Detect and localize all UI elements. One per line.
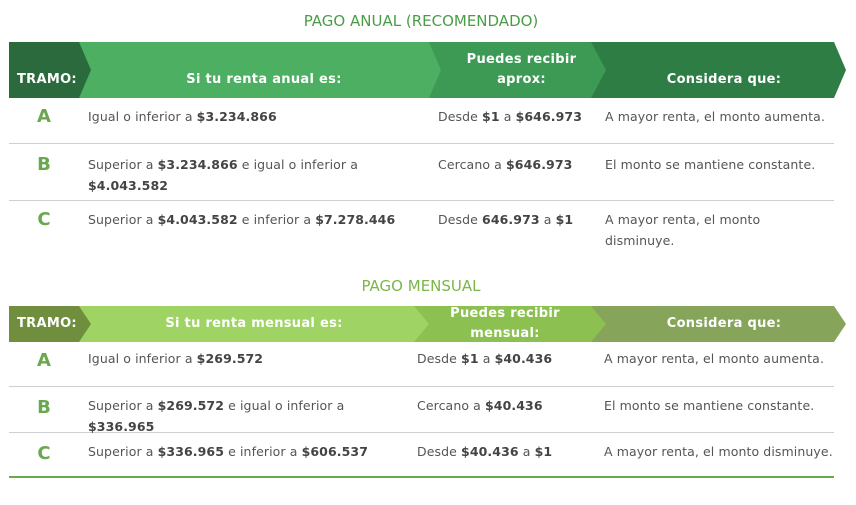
recibir-cell: Desde $40.436 a $1 (417, 444, 553, 459)
pago-anual-header-shapes (9, 42, 846, 98)
considera-cell: El monto se mantiene constante. (604, 398, 815, 413)
mensual-header-considera-bg (591, 306, 846, 342)
mensual-header-considera: Considera que: (666, 316, 782, 331)
tramo-letter: A (37, 106, 51, 127)
pago-mensual-title: PAGO MENSUAL (361, 277, 481, 295)
considera-cell: A mayor renta, el monto disminuye. (605, 212, 761, 248)
mensual-header-renta: Si tu renta mensual es: (165, 316, 343, 331)
mensual-row-a: A Igual o inferior a $269.572 Desde $1 a $… (9, 342, 834, 387)
anual-header-considera: Considera que: (666, 72, 782, 87)
recibir-cell: Desde 646.973 a $1 (438, 212, 574, 227)
pago-anual-header: TRAMO: Si tu renta anual es: Puedes reci… (9, 42, 849, 98)
mensual-row-c: C Superior a $336.965 e inferior a $606.5… (9, 433, 834, 478)
anual-header-renta-bg (79, 42, 441, 98)
recibir-cell: Cercano a $40.436 (417, 398, 543, 413)
mensual-header-renta-bg (79, 306, 429, 342)
considera-cell: A mayor renta, el monto aumenta. (604, 351, 825, 366)
pago-mensual-header-shapes (9, 306, 846, 342)
anual-header-tramo-bg (9, 42, 91, 98)
pago-mensual-table: A Igual o inferior a $269.572 Desde $1 a $… (9, 342, 834, 478)
mensual-row-b: B Superior a $269.572 e igual o inferior … (9, 387, 834, 434)
renta-cell: Superior a $269.572 e igual o inferior a… (88, 398, 345, 434)
considera-cell: A mayor renta, el monto disminuye. (604, 444, 833, 459)
tramo-letter: C (37, 209, 51, 230)
recibir-cell: Cercano a $646.973 (438, 157, 573, 172)
pago-mensual-header: TRAMO: Si tu renta mensual es: Puedes re… (9, 306, 849, 342)
tramo-letter: B (37, 154, 51, 175)
mensual-header-recibir-bg (414, 306, 606, 342)
anual-header-tramo: TRAMO: (17, 72, 77, 87)
anual-header-recibir-bg (426, 42, 606, 98)
anual-row-c: C Superior a $4.043.582 e inferior a $7.2… (9, 201, 834, 259)
anual-row-a: A Igual o inferior a $3.234.866 Desde $1 a… (9, 98, 834, 144)
renta-cell: Superior a $4.043.582 e inferior a $7.27… (88, 212, 396, 227)
recibir-cell: Desde $1 a $646.973 (438, 109, 582, 124)
recibir-cell: Desde $1 a $40.436 (417, 351, 553, 366)
renta-cell: Superior a $3.234.866 e igual o inferior… (88, 157, 358, 193)
tramo-letter: C (37, 443, 51, 464)
considera-cell: A mayor renta, el monto aumenta. (605, 109, 826, 124)
mensual-header-recibir: Puedes recibir mensual: (450, 306, 560, 341)
anual-row-b: B Superior a $3.234.866 e igual o inferio… (9, 144, 834, 201)
anual-header-recibir: Puedes recibir aprox: (439, 48, 604, 92)
considera-cell: El monto se mantiene constante. (605, 157, 816, 172)
anual-header-renta: Si tu renta anual es: (186, 72, 342, 87)
mensual-header-tramo-bg (9, 306, 91, 342)
pago-mensual-bottom-border (9, 476, 834, 478)
renta-cell: Superior a $336.965 e inferior a $606.53… (88, 444, 368, 459)
renta-cell: Igual o inferior a $269.572 (88, 351, 264, 366)
pago-anual-title: PAGO ANUAL (RECOMENDADO) (303, 12, 539, 30)
renta-cell: Igual o inferior a $3.234.866 (88, 109, 277, 124)
mensual-header-tramo: TRAMO: (17, 316, 77, 331)
tramo-letter: A (37, 350, 51, 371)
anual-header-considera-bg (591, 42, 846, 98)
anual-header-recibir-line2: aprox: (497, 72, 546, 87)
tramo-letter: B (37, 397, 51, 418)
pago-anual-table: A Igual o inferior a $3.234.866 Desde $1 a… (9, 98, 834, 259)
anual-header-recibir-line1: Puedes recibir (466, 52, 577, 67)
